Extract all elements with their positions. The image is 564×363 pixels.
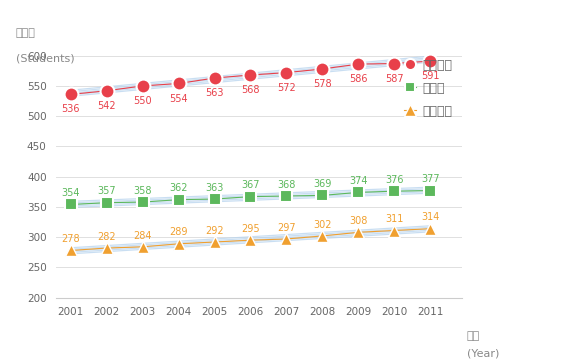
Text: 550: 550 bbox=[133, 96, 152, 106]
Text: 542: 542 bbox=[98, 101, 116, 111]
Text: 368: 368 bbox=[277, 180, 296, 190]
Text: 308: 308 bbox=[349, 216, 368, 226]
Text: 377: 377 bbox=[421, 174, 439, 184]
Text: 297: 297 bbox=[277, 223, 296, 233]
Text: 362: 362 bbox=[169, 183, 188, 193]
Text: 358: 358 bbox=[134, 186, 152, 196]
Text: 학생수: 학생수 bbox=[16, 28, 36, 38]
Legend: 초등학교, 중학교, 고등학교: 초등학교, 중학교, 고등학교 bbox=[400, 55, 456, 121]
Text: 376: 376 bbox=[385, 175, 403, 185]
Text: (Year): (Year) bbox=[466, 348, 499, 359]
Text: 363: 363 bbox=[205, 183, 224, 193]
Text: 568: 568 bbox=[241, 85, 259, 95]
Text: 278: 278 bbox=[61, 234, 80, 244]
Text: 563: 563 bbox=[205, 88, 224, 98]
Text: 289: 289 bbox=[169, 228, 188, 237]
Text: 572: 572 bbox=[277, 83, 296, 93]
Text: 587: 587 bbox=[385, 74, 403, 83]
Text: 554: 554 bbox=[169, 94, 188, 103]
Text: 284: 284 bbox=[134, 231, 152, 241]
Text: 578: 578 bbox=[313, 79, 332, 89]
Text: 314: 314 bbox=[421, 212, 439, 223]
Text: (Students): (Students) bbox=[16, 54, 74, 64]
Text: 292: 292 bbox=[205, 226, 224, 236]
Text: 591: 591 bbox=[421, 71, 439, 81]
Text: 295: 295 bbox=[241, 224, 260, 234]
Text: 연도: 연도 bbox=[466, 331, 480, 341]
Text: 536: 536 bbox=[61, 105, 80, 114]
Text: 367: 367 bbox=[241, 180, 259, 190]
Text: 357: 357 bbox=[98, 186, 116, 196]
Text: 369: 369 bbox=[313, 179, 332, 189]
Text: 311: 311 bbox=[385, 214, 403, 224]
Text: 374: 374 bbox=[349, 176, 368, 186]
Text: 302: 302 bbox=[313, 220, 332, 230]
Text: 354: 354 bbox=[61, 188, 80, 198]
Text: 282: 282 bbox=[98, 232, 116, 242]
Text: 586: 586 bbox=[349, 74, 368, 84]
